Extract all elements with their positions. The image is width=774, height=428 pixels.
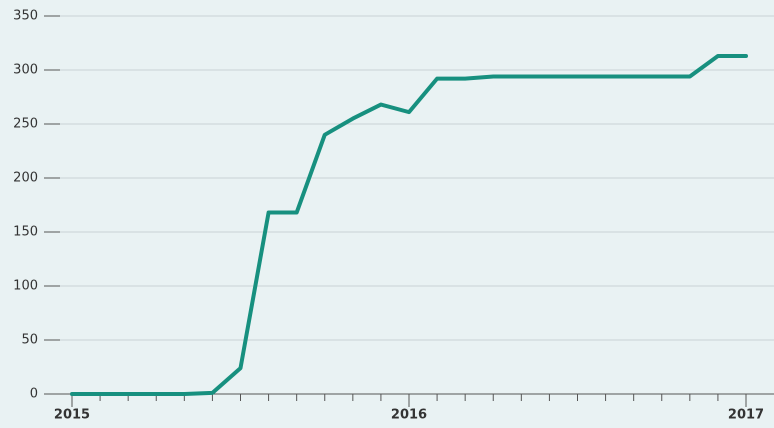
y-tick-label: 250 — [13, 117, 38, 132]
x-tick-label: 2015 — [54, 408, 90, 423]
y-tick-label: 50 — [21, 333, 38, 348]
y-tick-label: 300 — [13, 63, 38, 78]
y-tick-label: 100 — [13, 279, 38, 294]
y-tick-label: 200 — [13, 171, 38, 186]
x-tick-label: 2017 — [728, 408, 764, 423]
y-tick-label: 350 — [13, 9, 38, 24]
line — [70, 53, 748, 396]
y-tick-label: 0 — [30, 387, 38, 402]
x-tick-label: 2016 — [391, 408, 427, 423]
y-tick-label: 150 — [13, 225, 38, 240]
